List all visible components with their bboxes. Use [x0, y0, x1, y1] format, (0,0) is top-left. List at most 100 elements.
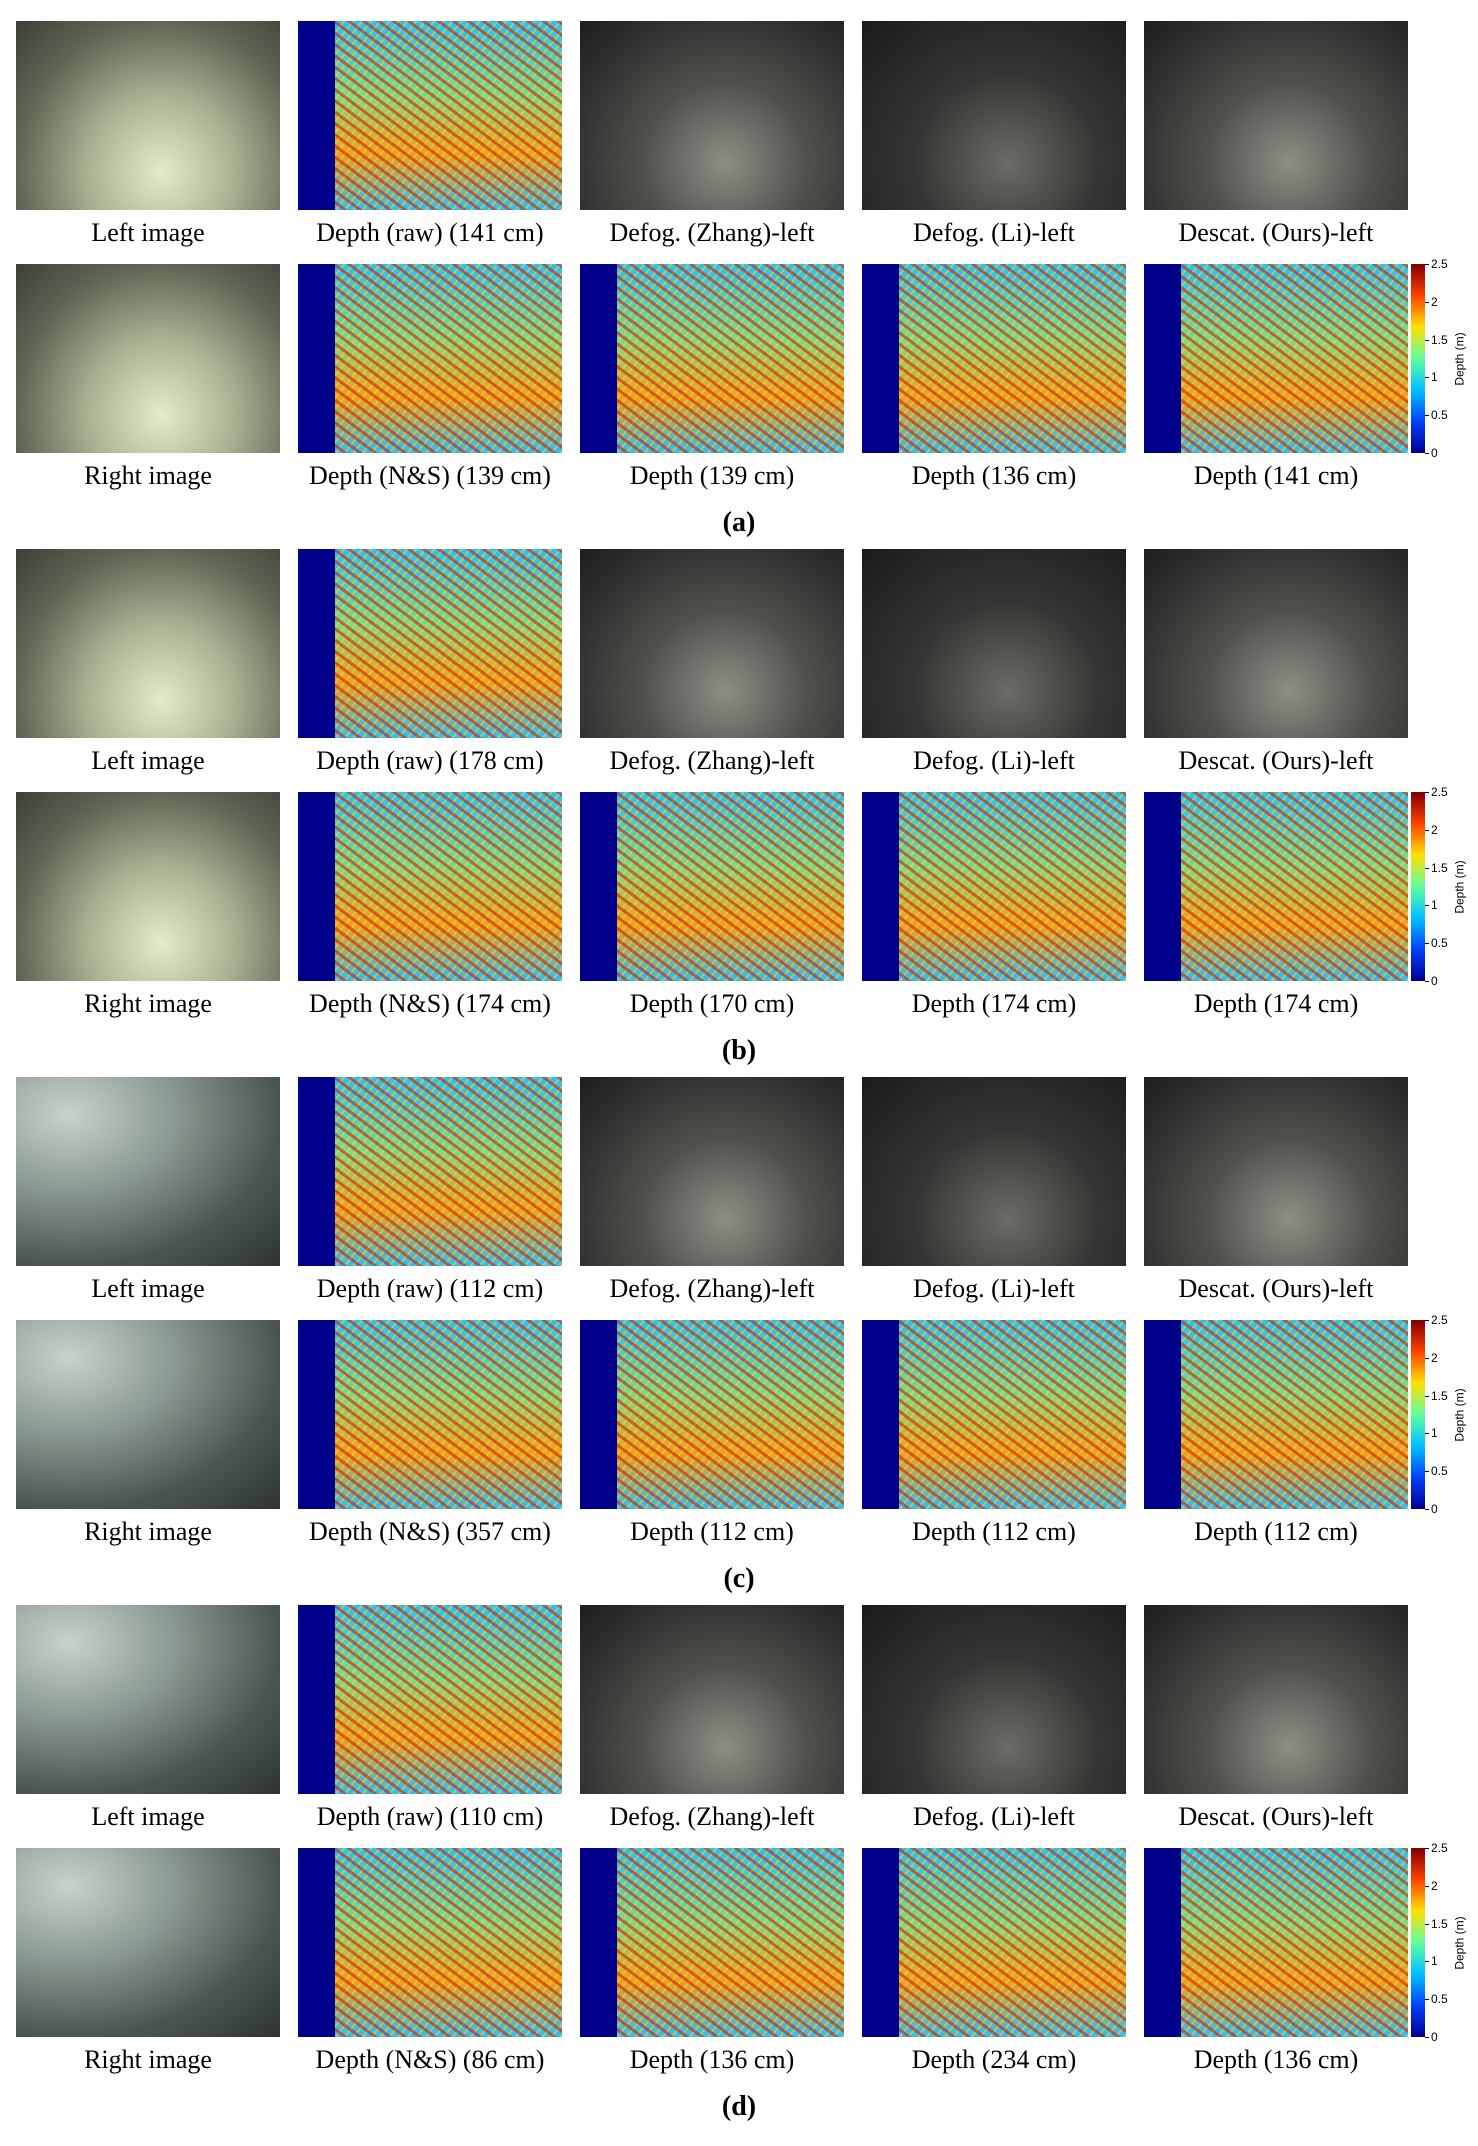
panel-label: (c) — [723, 1563, 755, 1594]
photo — [862, 1077, 1126, 1266]
depth-map — [298, 264, 562, 453]
depth-map — [1144, 1320, 1408, 1509]
caption: Left image — [91, 1802, 205, 1831]
colorbar-tick-label: 0.5 — [1431, 1992, 1448, 2007]
caption: Descat. (Ours)-left — [1178, 1274, 1374, 1303]
colorbar-tick — [1425, 1509, 1429, 1510]
colorbar-label: Depth (m) — [1452, 1387, 1467, 1442]
colorbar-tick — [1425, 981, 1429, 982]
caption: Right image — [84, 1517, 212, 1546]
depth-map — [862, 1848, 1126, 2037]
depth-map — [298, 549, 562, 738]
caption: Left image — [91, 746, 205, 775]
caption: Depth (112 cm) — [1194, 1517, 1358, 1546]
colorbar-tick-label: 2.5 — [1431, 1313, 1448, 1327]
caption: Depth (raw) (110 cm) — [316, 1802, 544, 1831]
depth-map — [580, 1848, 844, 2037]
caption: Defog. (Li)-left — [913, 218, 1075, 247]
panel-label: (b) — [721, 1035, 757, 1066]
photo — [1144, 1605, 1408, 1794]
photo — [16, 1320, 280, 1509]
colorbar-tick — [1425, 453, 1429, 454]
photo — [580, 1077, 844, 1266]
photo — [16, 1848, 280, 2037]
colorbar-tick-label: 1 — [1431, 898, 1438, 913]
colorbar-tick-label: 1 — [1431, 1954, 1438, 1969]
depth-map — [298, 1848, 562, 2037]
caption: Left image — [91, 1274, 205, 1303]
colorbar-tick — [1425, 1433, 1429, 1435]
colorbar-tick-label: 1.5 — [1431, 1388, 1448, 1403]
depth-map — [1144, 792, 1408, 981]
colorbar-label: Depth (m) — [1452, 331, 1467, 386]
colorbar-tick — [1425, 1999, 1429, 2001]
caption: Depth (raw) (112 cm) — [316, 1274, 544, 1303]
caption: Descat. (Ours)-left — [1178, 746, 1374, 775]
colorbar-tick — [1425, 2037, 1429, 2038]
colorbar-tick — [1425, 1471, 1429, 1473]
caption: Left image — [91, 218, 205, 247]
photo — [580, 1605, 844, 1794]
colorbar-tick-label: 1.5 — [1431, 1916, 1448, 1931]
caption: Depth (N&S) (357 cm) — [309, 1517, 551, 1546]
depth-map — [298, 1320, 562, 1509]
caption: Depth (136 cm) — [911, 461, 1077, 490]
colorbar-tick — [1425, 905, 1429, 907]
colorbar-tick-label: 2.5 — [1431, 257, 1448, 271]
colorbar-tick — [1425, 264, 1429, 265]
photo — [16, 549, 280, 738]
colorbar-tick-label: 1 — [1431, 370, 1438, 385]
colorbar-tick — [1425, 829, 1429, 831]
caption: Depth (170 cm) — [629, 989, 795, 1018]
colorbar-tick — [1425, 1923, 1429, 1925]
photo — [580, 21, 844, 210]
caption: Depth (112 cm) — [912, 1517, 1076, 1546]
colorbar-tick-label: 2 — [1431, 1350, 1438, 1365]
colorbar-tick-label: 2 — [1431, 1878, 1438, 1893]
caption: Descat. (Ours)-left — [1178, 1802, 1374, 1831]
caption: Defog. (Zhang)-left — [609, 746, 815, 775]
depth-map — [580, 1320, 844, 1509]
caption: Depth (N&S) (174 cm) — [309, 989, 551, 1018]
colorbar-label: Depth (m) — [1452, 859, 1467, 914]
caption: Right image — [84, 461, 212, 490]
caption: Defog. (Zhang)-left — [609, 218, 815, 247]
colorbar — [1411, 792, 1425, 981]
photo — [580, 549, 844, 738]
panel-label: (d) — [721, 2091, 757, 2122]
colorbar-tick-label: 1.5 — [1431, 860, 1448, 875]
caption: Depth (raw) (178 cm) — [316, 746, 544, 775]
depth-map — [580, 264, 844, 453]
caption: Depth (141 cm) — [1193, 461, 1359, 490]
caption: Depth (139 cm) — [629, 461, 795, 490]
caption: Depth (N&S) (86 cm) — [315, 2045, 545, 2074]
depth-map — [862, 264, 1126, 453]
colorbar — [1411, 1320, 1425, 1509]
colorbar-tick-label: 0 — [1431, 2030, 1438, 2044]
caption: Right image — [84, 989, 212, 1018]
caption: Depth (raw) (141 cm) — [316, 218, 544, 247]
photo — [862, 549, 1126, 738]
depth-map — [1144, 1848, 1408, 2037]
photo — [862, 21, 1126, 210]
colorbar-tick — [1425, 1320, 1429, 1321]
colorbar-tick — [1425, 301, 1429, 303]
colorbar-tick — [1425, 1395, 1429, 1397]
photo — [16, 1077, 280, 1266]
photo — [16, 1605, 280, 1794]
caption: Defog. (Li)-left — [913, 1802, 1075, 1831]
colorbar-tick — [1425, 1357, 1429, 1359]
colorbar-tick — [1425, 943, 1429, 945]
colorbar-tick — [1425, 1961, 1429, 1963]
photo — [16, 264, 280, 453]
photo — [1144, 1077, 1408, 1266]
depth-map — [862, 792, 1126, 981]
depth-map — [298, 792, 562, 981]
caption: Depth (234 cm) — [911, 2045, 1077, 2074]
depth-map — [862, 1320, 1126, 1509]
colorbar-tick-label: 2.5 — [1431, 785, 1448, 799]
depth-map — [1144, 264, 1408, 453]
colorbar-tick-label: 0.5 — [1431, 1464, 1448, 1479]
colorbar-tick-label: 0 — [1431, 446, 1438, 460]
